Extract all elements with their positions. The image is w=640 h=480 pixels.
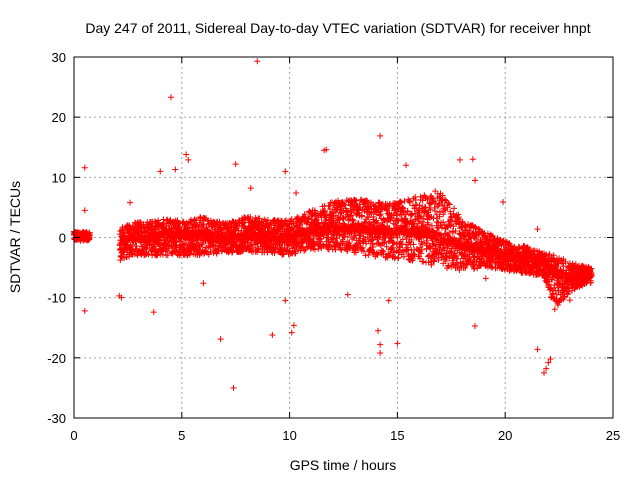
data-point bbox=[256, 215, 263, 222]
data-point bbox=[197, 214, 204, 221]
outlier-point bbox=[344, 291, 351, 298]
data-point bbox=[255, 245, 262, 252]
data-point bbox=[117, 257, 124, 264]
data-point bbox=[151, 243, 158, 250]
y-tick-label: -20 bbox=[47, 351, 66, 366]
x-tick-label: 25 bbox=[606, 428, 620, 443]
outlier-point bbox=[377, 350, 384, 357]
outlier-point bbox=[403, 162, 410, 169]
chart-title: Day 247 of 2011, Sidereal Day-to-day VTE… bbox=[85, 20, 590, 36]
data-point bbox=[117, 253, 124, 260]
outlier-point bbox=[472, 177, 479, 184]
outlier-point bbox=[217, 336, 224, 343]
data-point bbox=[165, 242, 172, 249]
y-tick-label: 20 bbox=[52, 110, 66, 125]
data-point bbox=[186, 251, 193, 258]
outlier-point bbox=[247, 185, 254, 192]
outlier-point bbox=[81, 207, 88, 214]
data-point bbox=[86, 231, 93, 238]
outlier-point bbox=[230, 384, 237, 391]
data-points bbox=[71, 58, 595, 391]
data-point bbox=[395, 254, 402, 261]
data-point bbox=[125, 253, 132, 260]
data-point bbox=[162, 240, 169, 247]
outlier-point bbox=[232, 161, 239, 168]
outlier-point bbox=[534, 346, 541, 353]
data-point bbox=[432, 188, 439, 195]
y-tick-label: -10 bbox=[47, 291, 66, 306]
data-point bbox=[172, 241, 179, 248]
outlier-point bbox=[534, 226, 541, 233]
data-point bbox=[205, 221, 212, 228]
x-tick-label: 5 bbox=[178, 428, 185, 443]
data-point bbox=[183, 239, 190, 246]
y-tick-label: -30 bbox=[47, 411, 66, 426]
data-point bbox=[450, 205, 457, 212]
data-point bbox=[247, 213, 254, 220]
y-tick-label: 0 bbox=[59, 231, 66, 246]
outlier-point bbox=[288, 329, 295, 336]
data-point bbox=[151, 218, 158, 225]
data-point bbox=[164, 248, 171, 255]
y-axis-label: SDTVAR / TECUs bbox=[7, 181, 23, 293]
outlier-point bbox=[168, 94, 175, 101]
x-tick-label: 15 bbox=[390, 428, 404, 443]
outlier-point bbox=[150, 309, 157, 316]
outlier-point bbox=[200, 280, 207, 287]
data-point bbox=[133, 242, 140, 249]
outlier-point bbox=[469, 156, 476, 163]
outlier-point bbox=[472, 322, 479, 329]
outlier-point bbox=[500, 199, 507, 206]
outlier-point bbox=[269, 331, 276, 338]
y-tick-label: 10 bbox=[52, 170, 66, 185]
outlier-point bbox=[282, 168, 289, 175]
outlier-point bbox=[482, 275, 489, 282]
outlier-point bbox=[377, 341, 384, 348]
outlier-point bbox=[290, 322, 297, 329]
outlier-point bbox=[127, 199, 134, 206]
data-point bbox=[551, 306, 558, 313]
data-point bbox=[408, 211, 415, 218]
outlier-point bbox=[172, 166, 179, 173]
x-tick-label: 10 bbox=[282, 428, 296, 443]
outlier-point bbox=[374, 327, 381, 334]
outlier-point bbox=[81, 307, 88, 314]
x-tick-label: 20 bbox=[498, 428, 512, 443]
outlier-point bbox=[456, 156, 463, 163]
data-point bbox=[301, 247, 308, 254]
outlier-point bbox=[394, 340, 401, 347]
outlier-point bbox=[566, 297, 573, 304]
outlier-point bbox=[385, 297, 392, 304]
data-point bbox=[207, 248, 214, 255]
outlier-point bbox=[377, 132, 384, 139]
x-tick-label: 0 bbox=[70, 428, 77, 443]
data-point bbox=[233, 238, 240, 245]
outlier-point bbox=[254, 58, 261, 65]
data-point bbox=[412, 201, 419, 208]
outlier-point bbox=[185, 156, 192, 163]
data-point bbox=[420, 258, 427, 265]
outlier-point bbox=[293, 189, 300, 196]
data-point bbox=[229, 218, 236, 225]
data-point bbox=[177, 226, 184, 233]
data-point bbox=[470, 265, 477, 272]
data-point bbox=[120, 229, 127, 236]
outlier-point bbox=[183, 151, 190, 158]
data-point bbox=[172, 247, 179, 254]
data-point bbox=[145, 251, 152, 258]
data-point bbox=[210, 243, 217, 250]
data-point bbox=[124, 239, 131, 246]
outlier-point bbox=[157, 168, 164, 175]
outlier-point bbox=[282, 297, 289, 304]
x-axis-label: GPS time / hours bbox=[290, 457, 397, 473]
outlier-point bbox=[81, 164, 88, 171]
data-point bbox=[255, 247, 262, 254]
data-point bbox=[143, 244, 150, 251]
data-point bbox=[416, 202, 423, 209]
y-tick-label: 30 bbox=[52, 50, 66, 65]
